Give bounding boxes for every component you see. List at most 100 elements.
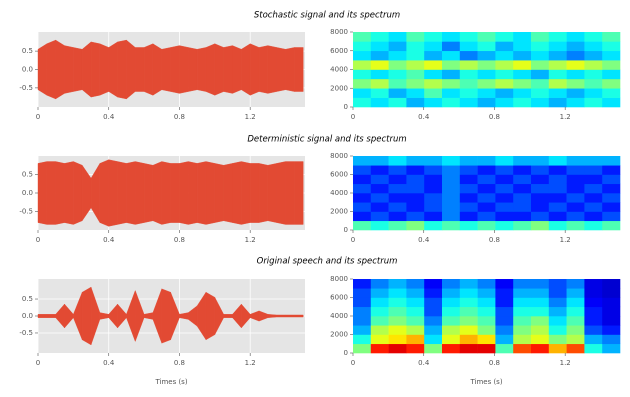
spectrogram-cell	[548, 41, 567, 52]
spectrogram-cell	[424, 279, 443, 289]
spectrogram-cell	[548, 316, 567, 326]
spectrogram-cell	[388, 343, 407, 354]
waveform-segment	[223, 314, 233, 318]
spectrogram-cell	[566, 334, 585, 345]
spectrogram-cell	[459, 202, 478, 212]
waveform-segment	[205, 291, 216, 341]
spectrogram-cell	[584, 97, 603, 108]
spectrogram-cell	[353, 174, 372, 185]
spectrogram-cell	[513, 174, 532, 185]
x-tick-label: 0.4	[418, 236, 430, 244]
spectrogram-cell	[531, 202, 550, 212]
waveform-segment	[126, 39, 136, 100]
spectrogram-cell	[477, 156, 496, 166]
spectrogram-cell	[513, 211, 532, 222]
spectrogram-cell	[406, 174, 425, 185]
spectrogram-cell	[477, 343, 496, 354]
spectrogram-cell	[602, 183, 621, 194]
spectrogram-cell	[495, 343, 514, 354]
spectrogram-cell	[353, 88, 372, 98]
spectrogram-cell	[424, 97, 443, 108]
spectrogram-cell	[548, 165, 567, 175]
x-tick-label: 0.8	[489, 359, 500, 367]
spectrogram-cell	[442, 50, 461, 61]
spectrogram-cell	[566, 165, 585, 175]
spectrogram-cell	[459, 279, 478, 289]
spectrogram-cell	[531, 279, 550, 289]
spectrogram-cell	[459, 220, 478, 231]
spectrogram-cell	[602, 297, 621, 308]
spectrogram-cell	[353, 288, 372, 298]
y-tick-label: 0.5	[22, 295, 33, 303]
spectrogram-cell	[442, 306, 461, 317]
spectrogram-cell	[495, 193, 514, 203]
spectrogram-cell	[531, 193, 550, 203]
spectrogram-cell	[531, 343, 550, 354]
spectrogram-cell	[531, 32, 550, 42]
spectrogram-cell	[406, 325, 425, 335]
x-axis-label: Times (s)	[469, 378, 502, 386]
spectrogram-cell	[370, 41, 389, 52]
spectrogram-cell	[459, 32, 478, 42]
spectrogram-cell	[495, 288, 514, 298]
spectrogram-cell	[548, 279, 567, 289]
waveform-segment	[126, 161, 136, 225]
spectrogram-cell	[406, 279, 425, 289]
spectrogram-cell	[370, 60, 389, 70]
spectrogram-cell	[584, 279, 603, 289]
x-tick-label: 0.4	[103, 359, 115, 367]
spectrogram-cell	[602, 165, 621, 175]
spectrogram-cell	[513, 60, 532, 70]
spectrogram-cell	[477, 306, 496, 317]
spectrogram-cell	[495, 334, 514, 345]
x-tick-label: 0.8	[174, 236, 185, 244]
spectrogram-cell	[388, 220, 407, 231]
spectrogram-cell	[424, 69, 443, 80]
spectrogram-cell	[477, 69, 496, 80]
spectrogram-cell	[584, 165, 603, 175]
spectrogram-cell	[602, 32, 621, 42]
spectrogram-cell	[424, 288, 443, 298]
spectrogram-cell	[353, 193, 372, 203]
spectrogram-cell	[459, 288, 478, 298]
spectrogram-cell	[548, 97, 567, 108]
x-tick-label: 0.8	[174, 113, 185, 121]
y-tick-label: 4000	[330, 66, 348, 74]
spectrogram-cell	[548, 60, 567, 70]
spectrogram-cell	[477, 297, 496, 308]
waveform-segment	[294, 161, 304, 225]
spectrogram-cell	[406, 193, 425, 203]
spectrogram-cell	[566, 220, 585, 231]
spectrogram-cell	[495, 279, 514, 289]
spectrogram-cell	[513, 69, 532, 80]
spectrogram-cell	[353, 316, 372, 326]
x-tick-label: 1.2	[560, 113, 571, 121]
spectrogram-cell	[602, 60, 621, 70]
spectrogram-cell	[602, 174, 621, 185]
waveform-segment	[143, 163, 154, 223]
spectrogram-cell	[459, 165, 478, 175]
spectrogram-cell	[406, 156, 425, 166]
spectrogram-cell	[442, 211, 461, 222]
spectrogram-cell	[388, 41, 407, 52]
y-tick-label: 8000	[330, 152, 348, 160]
spectrogram-cell	[531, 183, 550, 194]
chart-title: Stochastic signal and its spectrum	[254, 11, 400, 21]
spectrogram-cell	[459, 156, 478, 166]
spectrogram-cell	[495, 174, 514, 185]
y-tick-label: 8000	[330, 28, 348, 36]
spectrogram-cell	[477, 316, 496, 326]
spectrogram-cell	[584, 288, 603, 298]
waveform-segment	[232, 45, 242, 94]
spectrogram-cell	[584, 174, 603, 185]
spectrogram-cell	[459, 41, 478, 52]
waveform-segment	[108, 159, 118, 227]
spectrogram-cell	[566, 97, 585, 108]
spectrogram-cell	[513, 88, 532, 98]
spectrogram-cell	[388, 88, 407, 98]
spectrogram-cell	[459, 97, 478, 108]
spectrogram-cell	[388, 50, 407, 61]
spectrogram-cell	[531, 220, 550, 231]
waveform-segment	[267, 45, 277, 94]
spectrogram-cell	[584, 41, 603, 52]
